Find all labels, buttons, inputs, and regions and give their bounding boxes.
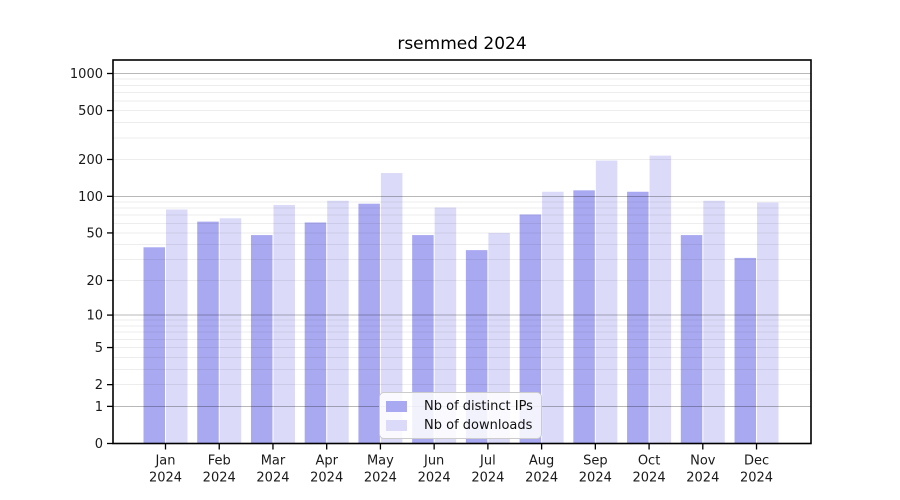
bar-distinct-ips-nov (680, 235, 703, 444)
plot-border (112, 59, 812, 445)
legend-swatch-distinct-ips (386, 401, 407, 412)
x-tick-label-jan: Jan 2024 (149, 454, 182, 486)
bar-downloads-dec (757, 202, 779, 444)
bar-distinct-ips-aug (519, 214, 542, 444)
y-tick-label-50: 50 (86, 226, 103, 241)
bar-downloads-jul (488, 232, 510, 444)
y-tick-label-500: 500 (78, 104, 103, 119)
bar-distinct-ips-jun (412, 235, 434, 444)
bar-distinct-ips-feb (197, 221, 219, 444)
bar-downloads-sep (595, 160, 618, 444)
bar-downloads-nov (703, 200, 725, 444)
legend-box: Nb of distinct IPs Nb of downloads (379, 392, 542, 439)
bar-distinct-ips-oct (627, 191, 649, 444)
legend-entry-distinct-ips: Nb of distinct IPs (386, 398, 535, 415)
x-tick-label-nov: Nov 2024 (686, 454, 719, 486)
legend-entry-downloads: Nb of downloads (386, 417, 535, 434)
bar-distinct-ips-apr (304, 222, 327, 444)
y-tick-label-1: 1 (95, 400, 103, 415)
x-tick-label-feb: Feb 2024 (203, 454, 236, 486)
y-tick-label-100: 100 (78, 190, 103, 205)
y-tick-label-200: 200 (78, 153, 103, 168)
x-tick-label-apr: Apr 2024 (310, 454, 343, 486)
bar-downloads-jan (166, 209, 188, 444)
bar-downloads-mar (273, 204, 295, 444)
y-tick-label-2: 2 (95, 378, 103, 393)
y-tick-label-5: 5 (95, 341, 103, 356)
y-tick-label-10: 10 (86, 309, 103, 324)
y-tick-label-1000: 1000 (70, 67, 103, 82)
x-tick-label-oct: Oct 2024 (633, 454, 666, 486)
bar-downloads-jun (434, 207, 457, 444)
bar-downloads-apr (327, 200, 349, 444)
x-tick-label-jul: Jul 2024 (471, 454, 504, 486)
bar-distinct-ips-dec (734, 257, 757, 444)
bar-distinct-ips-mar (250, 235, 273, 444)
x-tick-label-aug: Aug 2024 (525, 454, 558, 486)
bar-distinct-ips-sep (573, 190, 595, 444)
bar-distinct-ips-may (358, 203, 380, 444)
legend-swatch-downloads (386, 420, 407, 431)
y-tick-label-20: 20 (86, 274, 103, 289)
chart-title: rsemmed 2024 (397, 34, 527, 54)
bar-downloads-oct (649, 155, 672, 444)
bar-downloads-may (380, 173, 403, 444)
x-tick-label-sep: Sep 2024 (579, 454, 612, 486)
bar-downloads-aug (542, 191, 564, 444)
legend-label-downloads: Nb of downloads (424, 418, 533, 433)
bar-distinct-ips-jan (143, 247, 165, 444)
y-tick-label-0: 0 (95, 437, 103, 452)
x-tick-label-jun: Jun 2024 (418, 454, 451, 486)
bar-downloads-feb (219, 218, 242, 444)
x-tick-label-may: May 2024 (364, 454, 397, 486)
legend-label-distinct-ips: Nb of distinct IPs (424, 399, 533, 414)
x-tick-label-dec: Dec 2024 (740, 454, 773, 486)
x-tick-label-mar: Mar 2024 (256, 454, 289, 486)
